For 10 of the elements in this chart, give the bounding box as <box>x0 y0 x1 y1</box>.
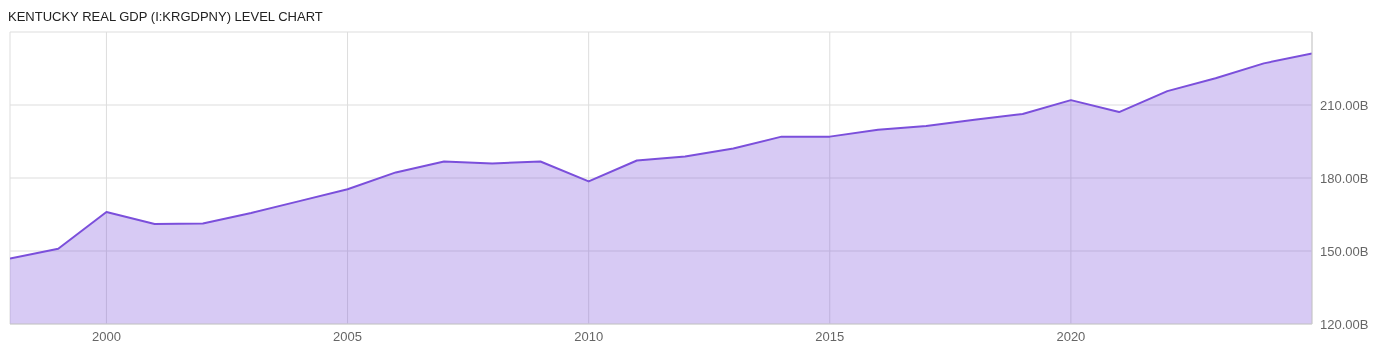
x-tick-label: 2005 <box>333 329 363 345</box>
y-tick-label: 180.00B <box>1320 170 1369 186</box>
chart-title: KENTUCKY REAL GDP (I:KRGDPNY) LEVEL CHART <box>8 8 324 26</box>
y-tick-label: 150.00B <box>1320 243 1369 259</box>
x-tick-label: 2015 <box>815 329 845 345</box>
x-tick-label: 2020 <box>1056 329 1086 345</box>
x-tick-label: 2010 <box>574 329 604 345</box>
y-tick-label: 120.00B <box>1320 316 1369 332</box>
y-tick-label: 210.00B <box>1320 97 1369 113</box>
x-tick-label: 2000 <box>91 329 121 345</box>
